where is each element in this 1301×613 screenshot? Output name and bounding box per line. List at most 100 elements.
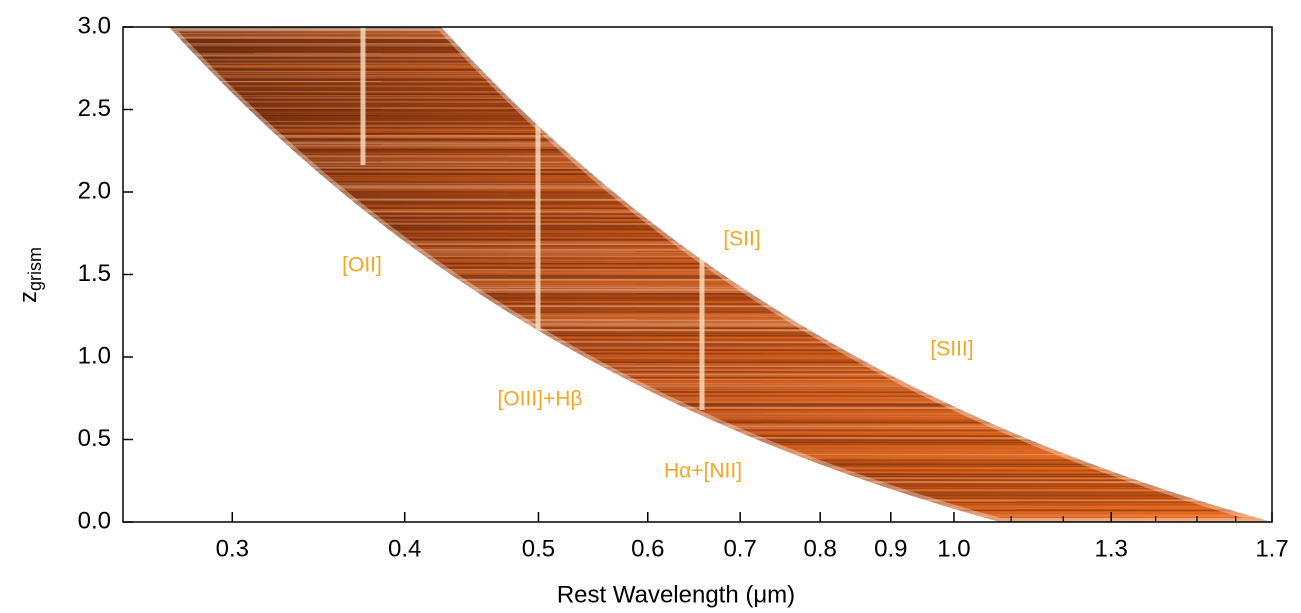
x-tick-label: 0.3 <box>216 535 249 562</box>
streak <box>169 161 1272 164</box>
streak <box>169 276 1272 280</box>
streak <box>169 456 1272 460</box>
streak <box>169 198 1272 202</box>
streak <box>169 159 1272 162</box>
streak <box>169 170 1272 174</box>
streak <box>169 242 1272 246</box>
streak <box>169 380 1272 384</box>
streak <box>169 212 1272 216</box>
streak <box>169 222 1272 226</box>
streak <box>169 40 1272 44</box>
streak <box>169 507 1272 510</box>
streak <box>169 334 1272 338</box>
streak <box>169 191 1272 194</box>
streak <box>169 432 1272 436</box>
streak <box>169 64 1272 68</box>
streak <box>169 488 1272 492</box>
streak <box>169 358 1272 362</box>
y-tick-label: 3.0 <box>78 12 111 39</box>
streak <box>169 402 1272 406</box>
streak <box>169 500 1272 504</box>
streak <box>169 314 1272 318</box>
streak <box>169 428 1272 432</box>
streak <box>169 392 1272 396</box>
streak <box>169 332 1272 335</box>
streak <box>169 93 1272 96</box>
streak <box>169 438 1272 442</box>
streak <box>169 226 1272 230</box>
streak <box>169 100 1272 104</box>
y-tick-label: 0.0 <box>78 507 111 534</box>
streak <box>169 508 1272 512</box>
streak <box>169 56 1272 60</box>
annotation: [SII] <box>723 228 760 251</box>
streak <box>169 174 1272 178</box>
streak <box>169 220 1272 224</box>
streak <box>169 442 1272 446</box>
streak <box>169 451 1272 454</box>
streak <box>169 502 1272 506</box>
streak <box>169 292 1272 296</box>
streak <box>169 132 1272 136</box>
streak <box>169 36 1272 40</box>
streak <box>169 376 1272 379</box>
streak <box>169 453 1272 456</box>
y-axis-label: zgrism <box>15 247 44 303</box>
streak <box>169 168 1272 172</box>
y-tick-label: 0.5 <box>78 425 111 452</box>
streak <box>169 173 1272 176</box>
streak <box>169 434 1272 438</box>
streak <box>169 188 1272 192</box>
streak <box>169 340 1272 344</box>
x-tick-label: 1.3 <box>1095 535 1128 562</box>
streak <box>169 288 1272 292</box>
streak <box>169 320 1272 324</box>
y-tick-label: 2.0 <box>78 177 111 204</box>
streak <box>169 498 1272 502</box>
streak <box>169 210 1272 214</box>
streak <box>169 107 1272 110</box>
streak <box>169 60 1272 64</box>
density-band <box>169 27 1272 522</box>
streak <box>169 207 1272 210</box>
streak <box>169 436 1272 440</box>
x-tick-label: 0.9 <box>874 535 907 562</box>
streak <box>169 236 1272 239</box>
streak <box>169 390 1272 394</box>
streak <box>169 378 1272 381</box>
streak <box>169 180 1272 184</box>
streak <box>169 313 1272 316</box>
streak <box>169 182 1272 185</box>
y-tick-label: 1.5 <box>78 260 111 287</box>
y-label-sub: grism <box>25 247 45 291</box>
streak <box>169 252 1272 256</box>
streak <box>169 179 1272 182</box>
streak <box>169 208 1272 212</box>
streak <box>169 129 1272 132</box>
streak <box>169 308 1272 312</box>
streak <box>169 240 1272 244</box>
streak <box>169 324 1272 328</box>
streak <box>169 192 1272 195</box>
streak <box>169 417 1272 420</box>
streak <box>169 46 1272 50</box>
streak <box>169 268 1272 272</box>
streak <box>169 322 1272 326</box>
streak <box>169 415 1272 418</box>
streak <box>169 216 1272 220</box>
streak <box>169 420 1272 424</box>
streak <box>169 48 1272 51</box>
streak <box>169 152 1272 155</box>
streak <box>169 317 1272 320</box>
streak <box>169 80 1272 83</box>
streak <box>169 271 1272 274</box>
streak <box>169 144 1272 148</box>
streak <box>169 266 1272 269</box>
streak <box>169 202 1272 206</box>
streak <box>169 68 1272 72</box>
streak <box>169 260 1272 264</box>
x-tick-label: 1.7 <box>1255 535 1288 562</box>
streak <box>169 491 1272 494</box>
streak <box>169 272 1272 276</box>
